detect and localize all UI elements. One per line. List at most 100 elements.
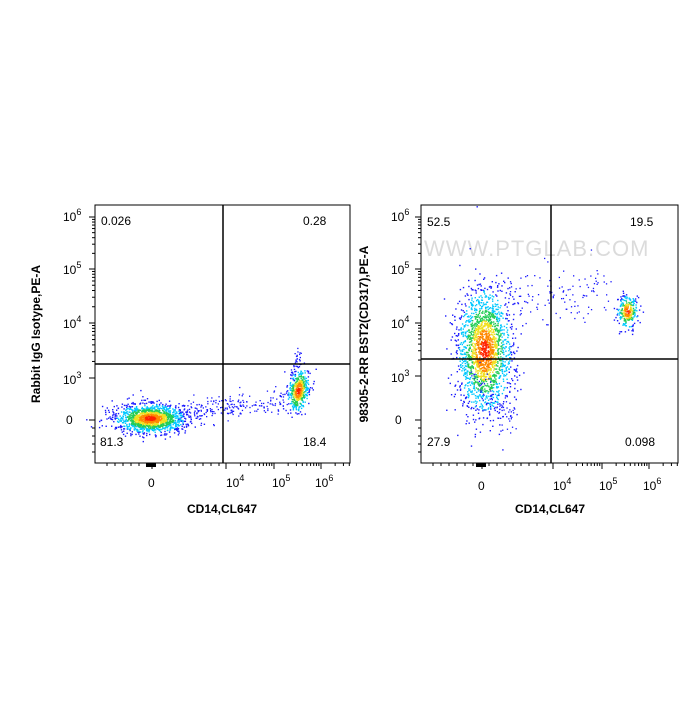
event-dot bbox=[622, 302, 624, 304]
event-dot bbox=[495, 305, 497, 307]
event-dot bbox=[472, 383, 474, 385]
event-dot bbox=[291, 402, 293, 405]
event-dot bbox=[503, 332, 505, 335]
event-dot bbox=[473, 312, 475, 315]
event-dot bbox=[197, 410, 199, 412]
event-dot bbox=[155, 426, 158, 428]
event-dot bbox=[493, 375, 495, 377]
event-dot bbox=[133, 422, 135, 424]
event-dot bbox=[489, 312, 492, 314]
event-dot bbox=[147, 430, 149, 432]
event-dot bbox=[138, 422, 141, 424]
event-dot bbox=[489, 297, 492, 299]
event-dot bbox=[162, 418, 164, 420]
event-dot bbox=[148, 431, 150, 433]
event-dot bbox=[112, 409, 114, 411]
event-dot bbox=[140, 417, 143, 420]
event-dot bbox=[478, 409, 480, 411]
event-dot bbox=[470, 359, 473, 361]
event-dot bbox=[303, 391, 305, 394]
event-dot bbox=[123, 430, 125, 432]
event-dot bbox=[509, 291, 512, 293]
event-dot bbox=[472, 377, 474, 380]
event-dot bbox=[508, 361, 510, 363]
event-dot bbox=[458, 333, 460, 335]
event-dot bbox=[630, 315, 633, 317]
event-dot bbox=[164, 409, 166, 411]
event-dot bbox=[240, 405, 243, 407]
event-dot bbox=[293, 399, 295, 401]
event-dot bbox=[304, 393, 307, 396]
event-dot bbox=[498, 317, 500, 320]
event-dot bbox=[155, 429, 157, 431]
event-dot bbox=[159, 410, 161, 412]
event-dot bbox=[151, 420, 154, 422]
event-dot bbox=[467, 365, 469, 368]
event-dot bbox=[226, 407, 228, 409]
event-dot bbox=[495, 329, 497, 331]
event-dot bbox=[499, 348, 501, 350]
event-dot bbox=[497, 398, 499, 401]
event-dot bbox=[471, 299, 473, 301]
event-dot bbox=[148, 412, 150, 414]
event-dot bbox=[490, 314, 493, 316]
event-dot bbox=[137, 431, 139, 433]
event-dot bbox=[170, 425, 172, 427]
event-dot bbox=[463, 331, 465, 333]
event-dot bbox=[622, 290, 624, 292]
y-tick-label: 104 bbox=[63, 314, 81, 331]
event-dot bbox=[623, 305, 626, 307]
event-dot bbox=[306, 387, 308, 390]
dot-cloud bbox=[86, 347, 317, 443]
event-dot bbox=[485, 409, 487, 411]
event-dot bbox=[623, 296, 626, 298]
event-dot bbox=[470, 318, 472, 320]
event-dot bbox=[503, 334, 505, 336]
event-dot bbox=[472, 345, 474, 347]
event-dot bbox=[290, 385, 292, 387]
event-dot bbox=[148, 426, 150, 429]
event-dot bbox=[619, 312, 621, 315]
event-dot bbox=[485, 362, 487, 364]
event-dot bbox=[200, 415, 202, 417]
event-dot bbox=[481, 312, 483, 314]
event-dot bbox=[157, 425, 159, 427]
event-dot bbox=[464, 346, 466, 348]
event-dot bbox=[143, 420, 145, 422]
event-dot bbox=[123, 408, 125, 410]
event-dot bbox=[111, 418, 114, 421]
event-dot bbox=[301, 392, 304, 394]
event-dot bbox=[298, 366, 301, 368]
event-dot bbox=[466, 363, 469, 365]
event-dot bbox=[146, 398, 149, 400]
event-dot bbox=[460, 327, 462, 329]
event-dot bbox=[516, 350, 518, 352]
event-dot bbox=[479, 343, 482, 346]
event-dot bbox=[178, 409, 181, 411]
event-dot bbox=[473, 385, 475, 387]
event-dot bbox=[586, 295, 588, 297]
event-dot bbox=[499, 376, 501, 378]
event-dot bbox=[299, 384, 301, 386]
event-dot bbox=[127, 428, 129, 430]
event-dot bbox=[148, 410, 150, 412]
event-dot bbox=[292, 379, 294, 381]
event-dot bbox=[628, 316, 631, 318]
event-dot bbox=[169, 420, 172, 422]
event-dot bbox=[220, 412, 222, 414]
event-dot bbox=[131, 409, 134, 411]
event-dot bbox=[496, 320, 498, 323]
event-dot bbox=[150, 422, 152, 424]
event-dot bbox=[507, 341, 510, 343]
event-dot bbox=[485, 341, 487, 343]
event-dot bbox=[487, 316, 490, 318]
event-dot bbox=[473, 334, 476, 336]
event-dot bbox=[126, 432, 128, 434]
event-dot bbox=[471, 297, 473, 299]
event-dot bbox=[149, 401, 152, 403]
event-dot bbox=[189, 412, 192, 414]
event-dot bbox=[143, 428, 146, 430]
event-dot bbox=[549, 292, 551, 294]
event-dot bbox=[172, 419, 174, 421]
event-dot bbox=[487, 337, 490, 339]
